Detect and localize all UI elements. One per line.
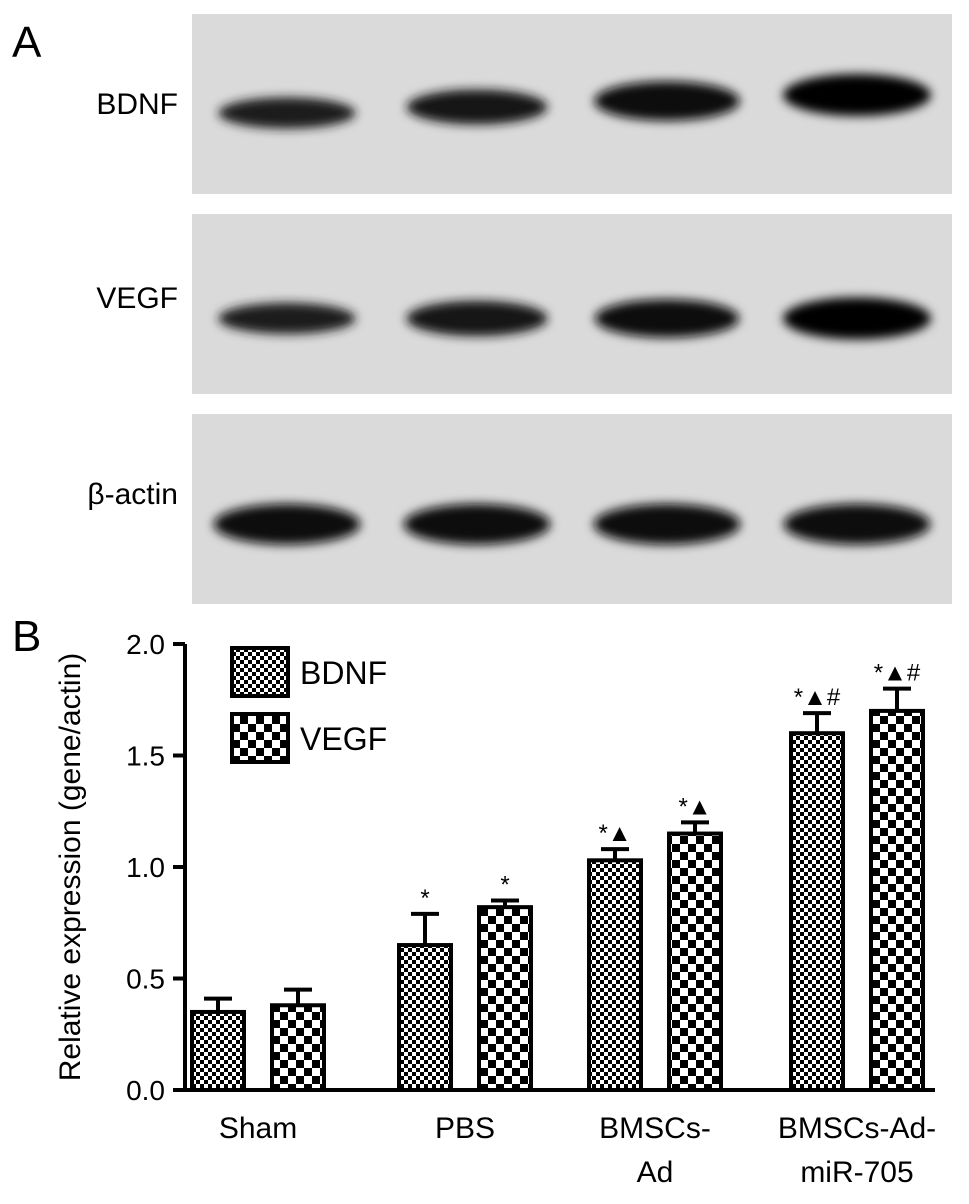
blot-band <box>783 503 931 545</box>
panel-b-label: B <box>12 612 42 661</box>
blot-band <box>783 297 931 340</box>
significance-mark: * <box>500 871 509 898</box>
bar-vegf <box>869 708 925 1093</box>
bar-bdnf <box>190 1009 246 1093</box>
bar-vegf <box>667 831 723 1093</box>
significance-mark: *▲# <box>794 684 841 711</box>
blot-band <box>218 97 356 129</box>
blot-strip-actin <box>192 414 952 604</box>
bar-vegf <box>477 905 533 1093</box>
y-tick-label: 1.5 <box>126 741 165 772</box>
significance-mark: *▲ <box>678 793 711 820</box>
x-tick-label: BMSCs- <box>599 1112 711 1145</box>
x-tick-label: Ad <box>637 1156 674 1189</box>
blot-band <box>593 503 741 545</box>
blot-band <box>783 74 931 116</box>
blot-label-bdnf: BDNF <box>96 88 178 121</box>
y-tick-label: 0.5 <box>126 964 165 995</box>
blot-band <box>403 503 551 545</box>
blot-label-actin: β-actin <box>87 478 178 511</box>
x-tick-label: Sham <box>219 1112 297 1145</box>
blot-strip-bdnf <box>192 14 952 194</box>
blot-band <box>594 299 740 338</box>
legend-label: VEGF <box>300 721 387 757</box>
blot-strip-vegf <box>192 214 952 394</box>
y-tick-label: 0.0 <box>126 1075 165 1106</box>
blot-band <box>406 89 548 125</box>
bar-bdnf <box>587 858 643 1092</box>
significance-mark: *▲# <box>874 660 921 687</box>
bar-vegf <box>270 1003 326 1093</box>
blot-label-vegf: VEGF <box>96 282 178 315</box>
significance-mark: *▲ <box>598 820 631 847</box>
legend-label: BDNF <box>300 655 387 691</box>
y-axis-label: Relative expression (gene/actin) <box>54 653 87 1082</box>
significance-mark: * <box>420 885 429 912</box>
bar-bdnf <box>397 943 453 1092</box>
blot-band <box>213 503 361 545</box>
legend-swatch <box>230 646 290 698</box>
panel-a-label: A <box>12 18 42 67</box>
x-tick-label: BMSCs-Ad- <box>778 1112 936 1145</box>
y-tick-label: 2.0 <box>126 629 165 660</box>
blot-band <box>594 81 740 121</box>
y-tick-label: 1.0 <box>126 852 165 883</box>
bar-chart: 0.0 0.5 1.0 1.5 2.0 Relative expression (gene… <box>54 629 936 1189</box>
blot-band <box>218 302 356 334</box>
bar-bdnf <box>789 731 845 1092</box>
blot-band <box>406 300 548 337</box>
x-tick-label: PBS <box>435 1112 495 1145</box>
x-tick-label: miR-705 <box>800 1156 913 1189</box>
legend-swatch <box>230 712 290 764</box>
